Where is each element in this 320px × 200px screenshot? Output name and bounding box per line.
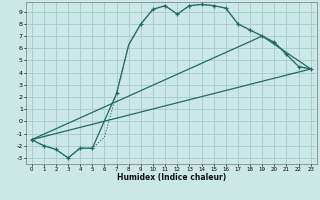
- X-axis label: Humidex (Indice chaleur): Humidex (Indice chaleur): [116, 173, 226, 182]
